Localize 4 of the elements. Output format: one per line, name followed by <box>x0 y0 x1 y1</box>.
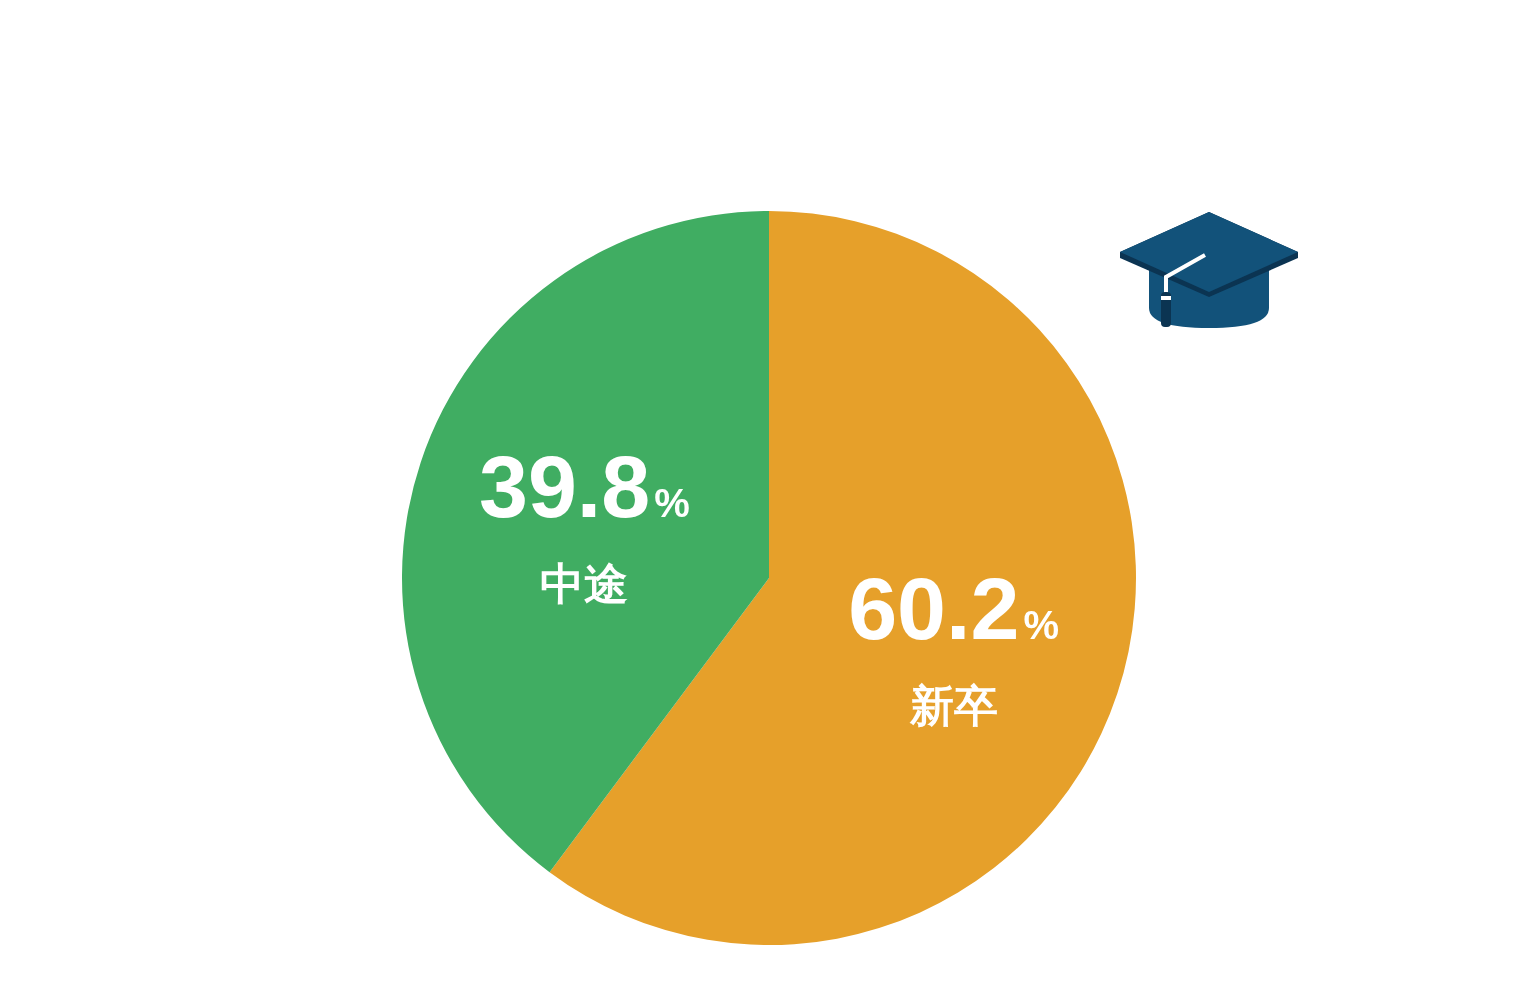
data-label: 60.2% <box>848 559 1060 659</box>
slice-label: 中途 <box>540 558 629 608</box>
slice-label: 新卒 <box>908 681 998 731</box>
data-label: 39.8% <box>478 436 690 536</box>
